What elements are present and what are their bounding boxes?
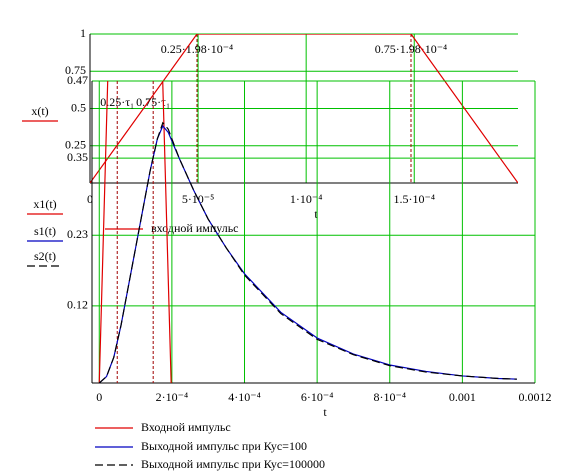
x-axis-label: t — [314, 207, 318, 221]
x-tick-label: 0.001 — [449, 390, 476, 404]
x-tick-label: 1·10⁻⁴ — [290, 192, 323, 206]
x-tick-label: 4·10⁻⁴ — [228, 390, 261, 404]
series-line — [98, 81, 172, 383]
legend-label: Выходной импульс при Кус=100 — [141, 439, 307, 453]
x-tick-label: 6·10⁻⁴ — [301, 390, 334, 404]
y-tick-label: 0.23 — [67, 227, 88, 241]
x-tick-label: 0.0012 — [519, 390, 552, 404]
x-tick-label: 8·10⁻⁴ — [373, 390, 406, 404]
series-line — [98, 124, 517, 383]
x-axis-label: t — [323, 405, 327, 419]
series-line — [90, 34, 518, 183]
legend-label: входной импульс — [151, 221, 239, 235]
y-tick-label: 0.75 — [65, 63, 86, 77]
y-tick-label: 1 — [80, 26, 86, 40]
marker-label: 0.75·τ₁ — [136, 95, 170, 109]
x-tick-label: 0 — [87, 192, 93, 206]
legend-label: Входной импульс — [141, 420, 231, 434]
trace-label: x1(t) — [33, 197, 56, 211]
marker-label: 0.75·1.98·10⁻⁴ — [375, 42, 448, 56]
x-tick-label: 0 — [96, 390, 102, 404]
marker-label: 0.25·1.98·10⁻⁴ — [161, 42, 234, 56]
y-tick-label: 0.5 — [71, 100, 86, 114]
y-tick-label: 0.35 — [67, 150, 88, 164]
y-tick-label: 0.12 — [67, 298, 88, 312]
trace-label: s1(t) — [34, 224, 56, 238]
y-tick-label: 0.47 — [67, 73, 88, 87]
y-tick-label: 0.25 — [65, 138, 86, 152]
legend-label: Выходной импульс при Кус=100000 — [141, 457, 325, 471]
x-tick-label: 1.5·10⁻⁴ — [393, 192, 435, 206]
trace-label: s2(t) — [34, 249, 56, 263]
series-line — [98, 121, 517, 383]
marker-label: 0.25·τ₁ — [100, 95, 134, 109]
x-tick-label: 2·10⁻⁴ — [156, 390, 189, 404]
trace-label: x(t) — [31, 104, 48, 118]
